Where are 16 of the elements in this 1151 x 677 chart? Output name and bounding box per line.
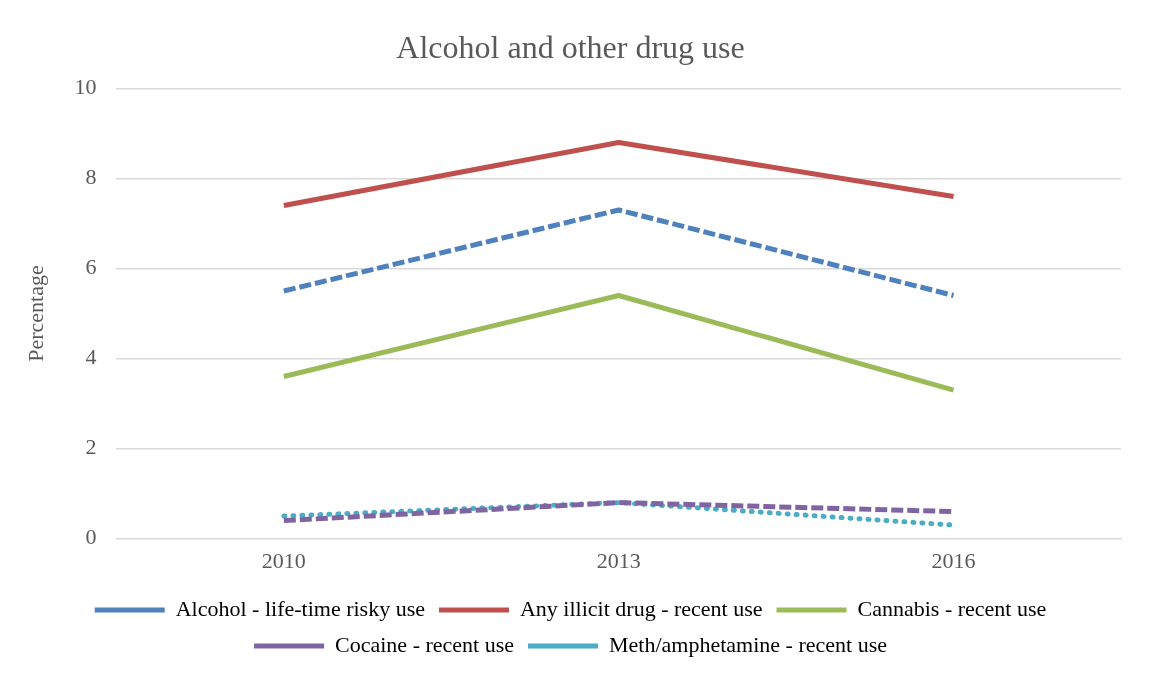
- legend-label: Any illicit drug - recent use: [519, 595, 763, 621]
- legend-label: Cocaine - recent use: [335, 631, 515, 657]
- y-tick-label: 2: [85, 434, 97, 460]
- x-tick-label: 2016: [931, 547, 976, 573]
- legend-label: Meth/amphetamine - recent use: [609, 631, 887, 657]
- y-axis-title: Percentage: [22, 265, 48, 362]
- legend-label: Cannabis - recent use: [857, 595, 1047, 621]
- y-tick-label: 6: [85, 254, 97, 280]
- x-tick-label: 2010: [261, 547, 306, 573]
- y-tick-label: 10: [74, 74, 97, 100]
- y-tick-label: 8: [85, 164, 97, 190]
- x-tick-label: 2013: [596, 547, 641, 573]
- legend-label: Alcohol - life-time risky use: [175, 595, 425, 621]
- y-tick-label: 0: [85, 524, 97, 550]
- y-tick-label: 4: [85, 344, 97, 370]
- chart-title: Alcohol and other drug use: [396, 28, 745, 65]
